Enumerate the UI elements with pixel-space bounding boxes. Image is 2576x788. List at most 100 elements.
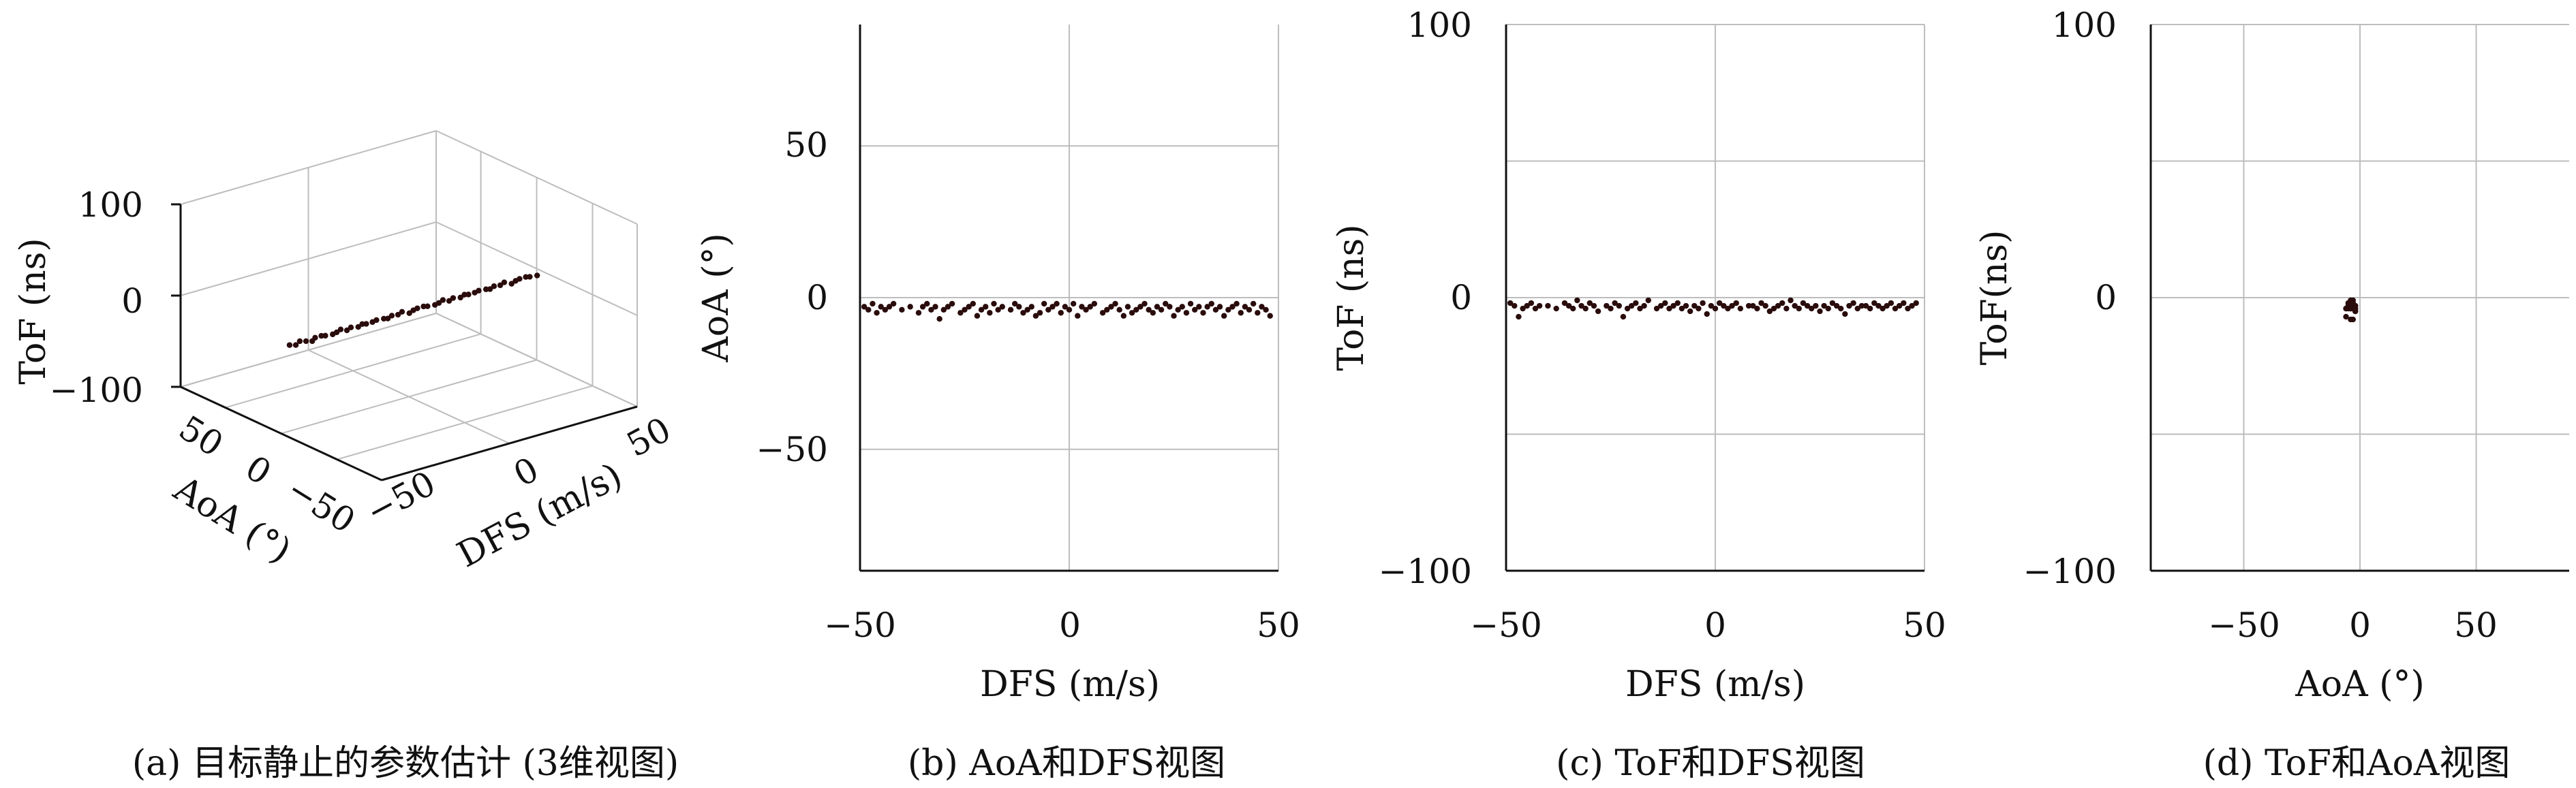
b-data-point	[915, 310, 922, 316]
a-data-point	[296, 338, 303, 345]
c-data-point	[1545, 302, 1551, 309]
b-data-point	[882, 306, 889, 313]
c-data-point	[1657, 302, 1664, 309]
b-data-point	[1183, 310, 1190, 316]
c-data-point	[1536, 302, 1543, 309]
c-data-point	[1829, 300, 1836, 306]
b-data-point	[949, 300, 955, 307]
b-data-point	[1087, 304, 1093, 310]
b-data-point	[874, 310, 880, 316]
c-data-point	[1683, 302, 1689, 309]
c-data-point	[1674, 300, 1681, 306]
b-ytick-label: 50	[784, 125, 828, 165]
a-data-point	[373, 317, 380, 324]
c-data-point	[1645, 297, 1651, 304]
b-data-point	[1108, 304, 1114, 310]
b-data-point	[1070, 300, 1077, 307]
a-data-point	[457, 294, 463, 301]
panel-d-scatter: 100 0 −100 −50 0 50 AoA (°) ToF(ns)	[1974, 5, 2569, 705]
b-data-point	[1141, 300, 1148, 307]
c-data-point	[1624, 305, 1631, 312]
c-ytick-label: 0	[1450, 278, 1472, 317]
b-data-point	[1024, 306, 1030, 313]
b-data-point	[1225, 306, 1231, 313]
c-data-point	[1758, 300, 1764, 306]
a-data-point	[333, 329, 340, 336]
b-data-point	[1099, 310, 1106, 316]
a-data-point	[337, 326, 344, 332]
b-data-point	[987, 310, 993, 316]
c-ylabel: ToF (ns)	[1331, 224, 1372, 371]
c-data-point	[1670, 302, 1676, 309]
b-data-point	[865, 306, 872, 313]
c-data-point	[1754, 305, 1760, 312]
c-data-point	[1909, 302, 1915, 309]
b-data-point	[1129, 310, 1135, 316]
c-data-point	[1696, 305, 1702, 312]
c-data-point	[1733, 300, 1739, 306]
d-data-point	[2352, 302, 2359, 309]
a-data-point	[414, 305, 420, 311]
c-data-point	[1750, 302, 1756, 309]
b-data-point	[1154, 304, 1161, 310]
b-data-point	[1250, 300, 1257, 307]
b-xtick-label: 0	[1059, 605, 1081, 645]
a-data-point	[348, 324, 354, 330]
a-data-point	[517, 276, 523, 282]
b-data-point	[936, 315, 942, 322]
b-data-point	[1263, 306, 1269, 313]
a-data-point	[527, 274, 533, 280]
a-data-point	[446, 298, 453, 304]
b-data-point	[1137, 304, 1144, 310]
a-data-point	[406, 310, 412, 317]
panel-a-points	[286, 272, 540, 348]
panel-c-points	[1507, 297, 1919, 320]
b-data-point	[1216, 304, 1223, 310]
b-data-point	[1112, 300, 1118, 307]
b-data-point	[1007, 306, 1014, 313]
b-data-point	[1011, 300, 1018, 307]
c-data-point	[1716, 300, 1723, 306]
c-data-point	[1901, 300, 1907, 306]
d-data-point	[2352, 308, 2359, 315]
c-data-point	[1520, 305, 1526, 312]
c-data-point	[1809, 305, 1815, 312]
b-data-point	[1167, 304, 1173, 310]
c-data-point	[1691, 302, 1698, 309]
c-data-point	[1574, 297, 1580, 304]
a-data-point	[355, 324, 361, 330]
c-data-point	[1512, 302, 1518, 309]
c-data-point	[1867, 305, 1873, 312]
c-data-point	[1637, 305, 1643, 312]
c-data-point	[1532, 305, 1539, 312]
c-data-point	[1813, 302, 1819, 309]
b-data-point	[1032, 313, 1039, 319]
c-data-point	[1704, 311, 1710, 317]
a-ztick-label: −100	[50, 371, 143, 410]
c-data-point	[1821, 302, 1827, 309]
d-ytick-label: 100	[2052, 5, 2117, 45]
a-grid-line	[281, 359, 537, 435]
b-data-point	[886, 304, 893, 310]
c-data-point	[1653, 305, 1660, 312]
c-data-point	[1586, 300, 1593, 306]
c-data-point	[1888, 300, 1895, 306]
c-data-point	[1858, 302, 1865, 309]
c-data-point	[1875, 302, 1882, 309]
b-data-point	[1204, 304, 1210, 310]
c-xlabel: DFS (m/s)	[1625, 664, 1805, 705]
panel-c-scatter: 100 0 −100 −50 0 50 DFS (m/s) ToF (ns)	[1331, 5, 1946, 705]
b-data-point	[1212, 306, 1219, 313]
b-data-point	[1041, 300, 1047, 307]
d-data-point	[2345, 302, 2352, 309]
b-data-point	[1200, 310, 1206, 316]
panel-b-points	[861, 300, 1273, 322]
caption-b: (b) AoA和DFS视图	[907, 743, 1226, 784]
a-data-point	[388, 313, 395, 319]
b-data-point	[999, 304, 1005, 310]
b-data-point	[907, 304, 913, 310]
caption-d: (d) ToF和AoA视图	[2203, 743, 2511, 784]
panel-a-grid	[180, 130, 638, 481]
a-data-point	[395, 311, 401, 318]
